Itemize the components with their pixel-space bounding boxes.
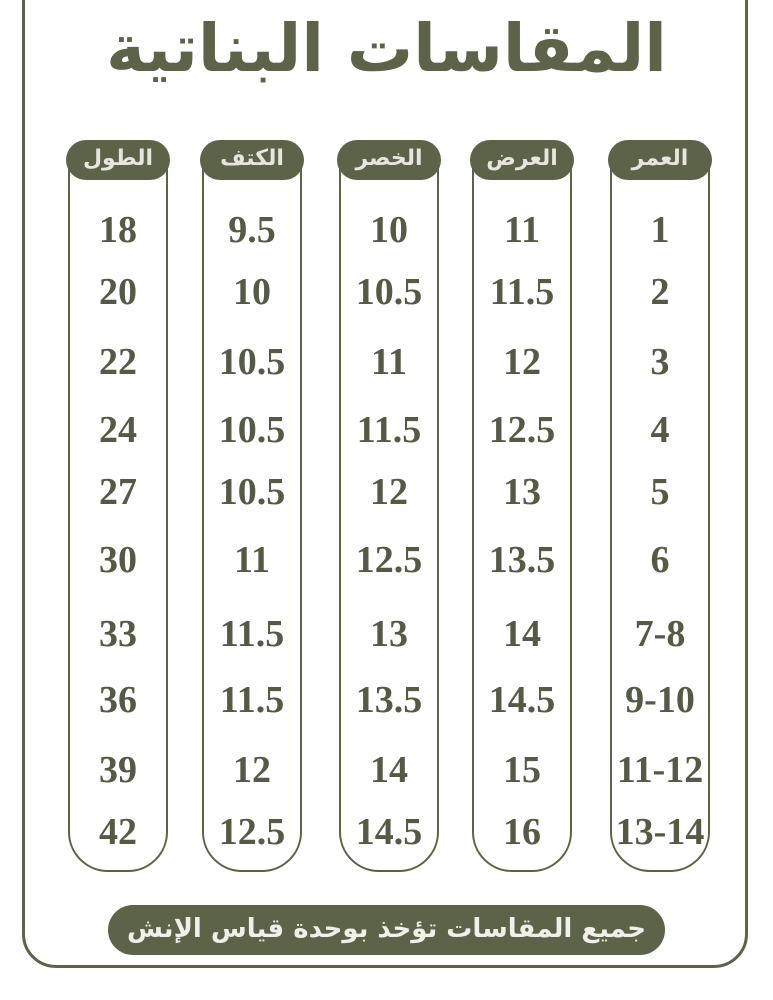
size-cell: 33	[99, 613, 137, 655]
size-cell: 24	[99, 409, 137, 451]
size-cell: 12	[233, 749, 271, 791]
size-column: العمر 1 2 3 4 5 6 7-8 9-10 11-12 13-14	[608, 140, 712, 872]
page-title: المقاسات البناتية	[106, 10, 667, 87]
size-cell: 14	[503, 613, 541, 655]
size-cell: 10	[370, 209, 408, 251]
size-cell: 3	[650, 341, 670, 383]
size-cell: 13.5	[355, 679, 423, 721]
size-cell: 27	[99, 471, 137, 513]
size-column: الخصر 10 10.5 11 11.5 12 12.5 13 13.5 14 14.5	[337, 140, 441, 872]
size-cell: 10.5	[355, 271, 423, 313]
size-cell: 11.5	[489, 271, 555, 313]
size-cell: 15	[503, 749, 541, 791]
size-cell: 14.5	[488, 679, 556, 721]
size-cell: 20	[99, 271, 137, 313]
column-header: الخصر	[337, 140, 441, 180]
column-header: الكتف	[200, 140, 304, 180]
size-cell: 11.5	[356, 409, 422, 451]
size-cell: 12	[503, 341, 541, 383]
footer-note: جميع المقاسات تؤخذ بوحدة قياس الإنش	[108, 905, 665, 955]
column-header: العرض	[470, 140, 574, 180]
size-cell: 12.5	[218, 811, 286, 853]
size-cell: 10.5	[218, 341, 286, 383]
size-cell: 16	[503, 811, 541, 853]
size-cell: 13.5	[488, 539, 556, 581]
size-cell: 1	[650, 209, 670, 251]
size-column: الكتف 9.5 10 10.5 10.5 10.5 11 11.5 11.5 12 12.5	[200, 140, 304, 872]
size-cell: 30	[99, 539, 137, 581]
size-cell: 10.5	[218, 409, 286, 451]
size-cell: 12	[370, 471, 408, 513]
size-cell: 11.5	[219, 613, 285, 655]
size-cell: 4	[650, 409, 670, 451]
size-cell: 11-12	[616, 749, 704, 791]
size-cell: 10	[233, 271, 271, 313]
size-cell: 9-10	[625, 679, 695, 721]
size-column: الطول 18 20 22 24 27 30 33 36 39 42	[66, 140, 170, 872]
size-cell: 6	[650, 539, 670, 581]
size-cell: 11	[504, 209, 540, 251]
size-cell: 11.5	[219, 679, 285, 721]
size-cell: 18	[99, 209, 137, 251]
column-header: الطول	[66, 140, 170, 180]
size-cell: 13-14	[615, 811, 705, 853]
size-cell: 13	[503, 471, 541, 513]
size-cell: 11	[234, 539, 270, 581]
size-column: العرض 11 11.5 12 12.5 13 13.5 14 14.5 15 16	[470, 140, 574, 872]
size-cell: 7-8	[634, 613, 686, 655]
chart-frame	[22, 0, 748, 968]
size-cell: 2	[650, 271, 670, 313]
size-cell: 5	[650, 471, 670, 513]
size-cell: 22	[99, 341, 137, 383]
size-cell: 39	[99, 749, 137, 791]
size-cell: 9.5	[228, 209, 276, 251]
size-cell: 10.5	[218, 471, 286, 513]
size-cell: 14	[370, 749, 408, 791]
size-cell: 36	[99, 679, 137, 721]
size-cell: 12.5	[488, 409, 556, 451]
size-cell: 13	[370, 613, 408, 655]
size-cell: 12.5	[355, 539, 423, 581]
column-header: العمر	[608, 140, 712, 180]
size-cell: 14.5	[355, 811, 423, 853]
size-cell: 42	[99, 811, 137, 853]
size-cell: 11	[371, 341, 407, 383]
